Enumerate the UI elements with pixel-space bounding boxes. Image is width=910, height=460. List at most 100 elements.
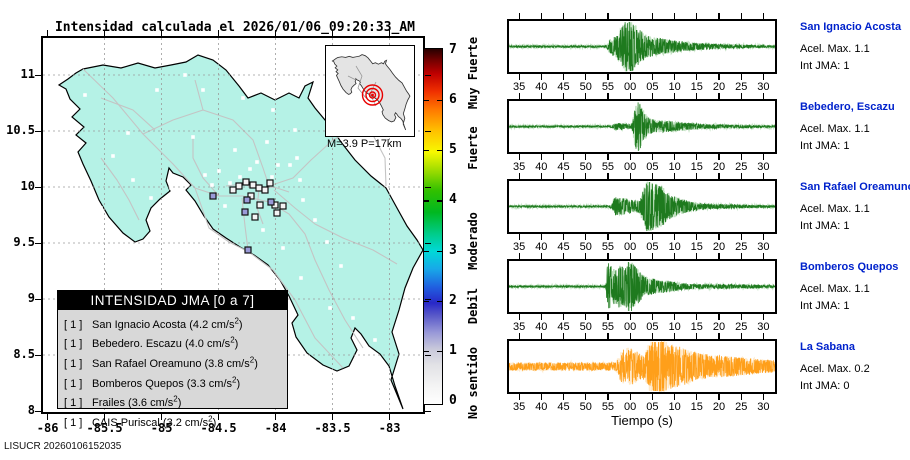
seismo-station-name: Bebedero, Escazu: [800, 101, 895, 113]
seismo-tick-top: [762, 13, 765, 19]
time-tick-label: 50: [579, 161, 592, 173]
seismo-tick-top: [740, 333, 742, 339]
time-tick-label: 00: [624, 401, 637, 413]
seismo-tick-top: [673, 13, 676, 19]
time-tick-label: 15: [690, 401, 703, 413]
seismogram-canvas: [509, 181, 775, 232]
road-network: [82, 68, 398, 369]
seismogram-trace: [509, 181, 775, 232]
epicenter-symbol: [361, 84, 384, 106]
seismo-tick-bottom: [629, 154, 631, 160]
seismo-tick-top: [673, 253, 676, 259]
intensity-station-marker: [243, 196, 251, 204]
seismo-tick-bottom: [540, 394, 542, 400]
time-tick-label: 25: [735, 321, 748, 333]
time-tick-label: 35: [512, 321, 526, 333]
legend-entry-station: Bomberos Quepos (3.3 cm/s2): [92, 374, 241, 390]
time-tick-label: 55: [601, 321, 615, 333]
colorbar-number: 4: [449, 192, 457, 208]
costa-rica-landmass: [57, 54, 423, 410]
time-tick-label: 20: [712, 161, 726, 173]
seismo-tick-top: [718, 13, 720, 19]
seismo-tick-top: [607, 173, 609, 179]
intensity-station-marker: [267, 198, 275, 206]
inset-canvas: [331, 54, 411, 131]
station-marker: [328, 306, 332, 310]
lon-tick-label: -83.5: [314, 421, 351, 435]
seismo-tick-top: [518, 13, 520, 19]
seismo-tick-top: [762, 253, 765, 259]
seismogram-panel: [507, 19, 777, 74]
colorbar-tick-right: [437, 350, 442, 353]
polyline: [192, 138, 220, 197]
seismo-tick-bottom: [562, 234, 565, 240]
colorbar-intensity-label: Muy Fuerte: [466, 36, 480, 109]
seismo-tick-bottom: [540, 234, 542, 240]
seismo-tick-top: [762, 333, 765, 339]
seismo-tick-bottom: [518, 234, 520, 240]
polyline: [100, 97, 156, 131]
time-tick-label: 55: [601, 81, 615, 93]
time-tick-label: 30: [757, 241, 770, 253]
sup: 2: [208, 414, 213, 424]
time-tick-label: 40: [535, 241, 548, 253]
seismogram-trace: [509, 102, 775, 152]
time-tick-label: 15: [690, 161, 703, 173]
legend-title: INTENSIDAD JMA [0 a 7]: [58, 291, 287, 310]
legend-entry-station: San Ignacio Acosta (4.2 cm/s2): [92, 316, 243, 331]
station-marker: [201, 88, 205, 92]
seismo-tick-top: [562, 253, 565, 259]
lon-tick-label: -84: [264, 421, 287, 435]
seismo-tick-bottom: [696, 394, 698, 400]
station-marker: [241, 96, 245, 100]
seismo-tick-bottom: [607, 314, 609, 320]
lat-tick-right: [425, 298, 431, 300]
legend-entry-intensity: [ 1 ]: [64, 338, 83, 351]
seismogram-trace: [509, 261, 775, 312]
seismo-tick-bottom: [629, 394, 631, 400]
station-marker: [293, 128, 297, 132]
colorbar-number: 7: [449, 42, 457, 57]
colorbar-number: 3: [449, 242, 457, 258]
seismo-tick-top: [696, 253, 698, 259]
lon-tick-label: -84.5: [200, 421, 237, 435]
station-marker: [183, 73, 187, 77]
time-tick-label: 45: [557, 161, 570, 173]
seismo-tick-bottom: [651, 234, 653, 240]
seismo-int-jma: Int JMA: 1: [800, 140, 850, 152]
station-marker: [281, 246, 285, 250]
seismo-tick-top: [673, 93, 676, 99]
seismo-tick-bottom: [651, 314, 653, 320]
polyline: [100, 157, 140, 221]
seismo-accel-max: Acel. Max. 1.1: [800, 43, 870, 55]
circle: [361, 84, 384, 106]
time-tick-label: 05: [646, 161, 659, 173]
legend-entry: [ 1 ] San Ignacio Acosta (4.2 cm/s2): [64, 313, 287, 333]
lon-tick: [217, 30, 220, 36]
seismo-accel-max: Acel. Max. 1.1: [800, 123, 870, 135]
legend-entry: [ 1 ] San Rafael Oreamuno (3.8 cm/s2): [64, 352, 287, 372]
seismo-tick-bottom: [740, 234, 742, 240]
time-tick-label: 40: [535, 161, 548, 173]
station-marker: [248, 167, 252, 171]
seismo-tick-bottom: [718, 234, 720, 240]
seismo-tick-bottom: [718, 74, 720, 80]
time-tick-label: 45: [557, 241, 570, 253]
lon-tick-bottom: [160, 414, 163, 420]
seismo-tick-bottom: [740, 314, 742, 320]
seismo-tick-bottom: [651, 154, 653, 160]
colorbar-tick: [424, 300, 429, 302]
time-tick-label: 10: [668, 81, 681, 93]
seismo-tick-top: [696, 93, 698, 99]
intensity-station-marker: [244, 246, 252, 254]
seismo-tick-top: [762, 93, 765, 99]
sup: 2: [232, 374, 237, 384]
seismo-tick-top: [540, 173, 542, 179]
time-tick-label: 40: [535, 401, 548, 413]
lat-tick-label: 10.5: [6, 123, 35, 137]
lat-tick-right: [425, 130, 431, 132]
seismo-tick-top: [718, 253, 720, 259]
lon-tick-label: -85: [150, 421, 173, 435]
seismogram-canvas: [509, 261, 775, 312]
time-tick-label: 05: [646, 321, 659, 333]
